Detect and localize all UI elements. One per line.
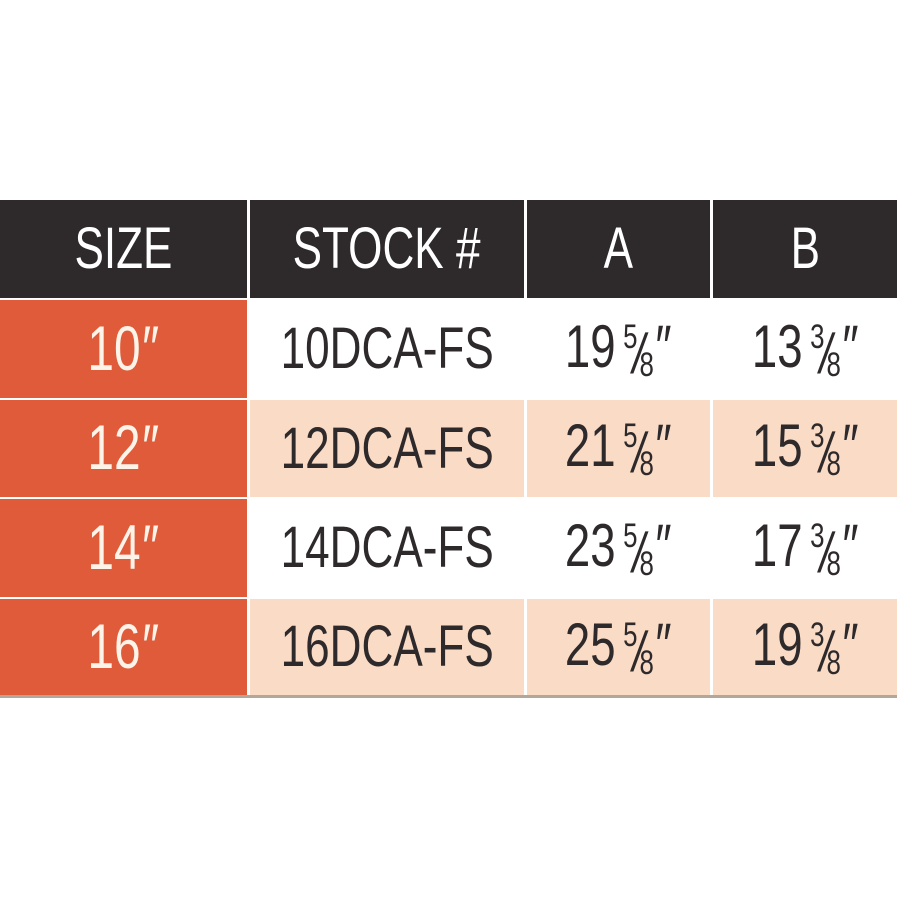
row1-size-cell: 10″: [0, 300, 247, 398]
inch-mark: ″: [655, 412, 672, 479]
row4-b-cell: 19 3/8″: [713, 599, 897, 695]
measurement-b: 15 3/8″: [752, 416, 859, 485]
column-header-a: A: [527, 200, 710, 298]
measurement-whole: 19: [565, 312, 616, 380]
column-header-stock-label: STOCK #: [293, 216, 481, 281]
inch-mark: ″: [842, 511, 859, 579]
size-number: 12: [87, 413, 141, 483]
size-number: 14: [87, 512, 141, 583]
row2-a-cell: 21 5/8″: [527, 400, 710, 497]
size-value: 12″: [88, 417, 160, 480]
measurement-whole: 19: [751, 610, 803, 678]
inch-mark: ″: [142, 512, 160, 583]
stock-number: 16DCA-FS: [280, 614, 494, 679]
row2-b-cell: 15 3/8″: [713, 400, 897, 497]
column-header-stock: STOCK #: [250, 200, 524, 298]
measurement-whole: 13: [751, 312, 803, 380]
row2-stock-cell: 12DCA-FS: [250, 400, 524, 497]
inch-mark: ″: [142, 413, 160, 483]
measurement-fraction: 5/8: [623, 611, 654, 683]
stock-number: 12DCA-FS: [280, 415, 494, 481]
measurement-fraction: 3/8: [809, 313, 841, 385]
fraction-denominator: 8: [826, 345, 841, 384]
row1-stock-cell: 10DCA-FS: [250, 300, 524, 398]
measurement-b: 13 3/8″: [752, 316, 859, 385]
table-bottom-border: [0, 695, 897, 698]
fraction-denominator: 8: [639, 544, 655, 583]
measurement-whole: 17: [751, 511, 803, 579]
row3-stock-cell: 14DCA-FS: [250, 499, 524, 597]
inch-mark: ″: [655, 511, 672, 579]
measurement-whole: 21: [565, 412, 616, 479]
inch-mark: ″: [842, 412, 859, 479]
measurement-fraction: 3/8: [809, 412, 841, 484]
inch-mark: ″: [842, 610, 859, 678]
measurement-b: 19 3/8″: [752, 614, 859, 683]
inch-mark: ″: [655, 610, 672, 678]
row3-a-cell: 23 5/8″: [527, 499, 710, 597]
row3-b-cell: 17 3/8″: [713, 499, 897, 597]
row4-stock-cell: 16DCA-FS: [250, 599, 524, 695]
measurement-whole: 15: [751, 412, 803, 479]
fraction-numerator: 5: [623, 516, 638, 555]
inch-mark: ″: [142, 611, 160, 682]
column-header-b-label: B: [790, 216, 820, 281]
row4-a-cell: 25 5/8″: [527, 599, 710, 695]
row3-size-cell: 14″: [0, 499, 247, 597]
row1-a-cell: 19 5/8″: [527, 300, 710, 398]
measurement-whole: 25: [565, 610, 616, 678]
fraction-denominator: 8: [826, 544, 841, 583]
fraction-numerator: 5: [623, 317, 638, 356]
size-spec-table: SIZE STOCK # A B 10″ 10DCA-FS 19 5/8″ 13 3…: [0, 200, 897, 695]
stock-number: 14DCA-FS: [280, 515, 494, 580]
stock-number: 10DCA-FS: [280, 316, 494, 381]
measurement-a: 21 5/8″: [565, 416, 672, 485]
measurement-whole: 23: [565, 511, 616, 579]
measurement-fraction: 3/8: [809, 512, 841, 584]
row4-size-cell: 16″: [0, 599, 247, 695]
column-header-b: B: [713, 200, 897, 298]
fraction-denominator: 8: [826, 643, 841, 682]
column-header-size: SIZE: [0, 200, 247, 298]
column-header-a-label: A: [603, 216, 634, 281]
column-header-size-label: SIZE: [74, 216, 173, 281]
fraction-numerator: 3: [809, 317, 825, 356]
measurement-fraction: 5/8: [623, 412, 654, 484]
measurement-a: 25 5/8″: [565, 614, 672, 683]
inch-mark: ″: [142, 313, 160, 384]
fraction-numerator: 5: [623, 417, 638, 455]
fraction-denominator: 8: [639, 445, 655, 483]
fraction-denominator: 8: [639, 643, 655, 682]
measurement-fraction: 5/8: [623, 313, 654, 385]
row1-b-cell: 13 3/8″: [713, 300, 897, 398]
fraction-numerator: 3: [809, 615, 825, 654]
measurement-fraction: 3/8: [809, 611, 841, 683]
fraction-numerator: 3: [809, 417, 825, 455]
row2-size-cell: 12″: [0, 400, 247, 497]
fraction-denominator: 8: [639, 345, 655, 384]
measurement-fraction: 5/8: [623, 512, 654, 584]
size-number: 16: [87, 611, 141, 682]
fraction-numerator: 3: [809, 516, 825, 555]
size-value: 14″: [88, 516, 160, 580]
inch-mark: ″: [655, 312, 672, 380]
fraction-denominator: 8: [826, 445, 841, 483]
size-number: 10: [87, 313, 141, 384]
fraction-numerator: 5: [623, 615, 638, 654]
size-value: 10″: [88, 317, 160, 381]
measurement-b: 17 3/8″: [752, 515, 859, 584]
measurement-a: 23 5/8″: [565, 515, 672, 584]
measurement-a: 19 5/8″: [565, 316, 672, 385]
size-value: 16″: [88, 615, 160, 679]
inch-mark: ″: [842, 312, 859, 380]
